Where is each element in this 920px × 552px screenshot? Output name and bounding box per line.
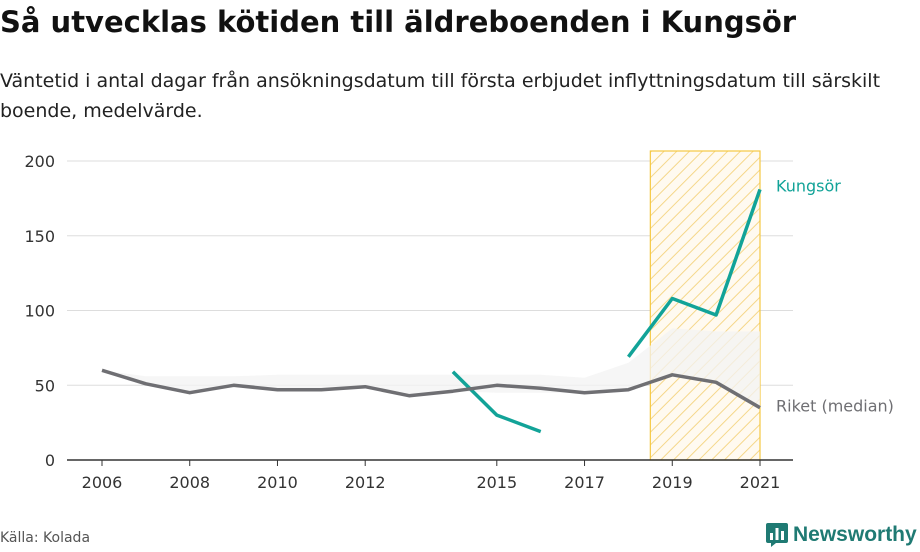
series-line-kungs-r-1 — [451, 370, 542, 434]
x-tick-label-2006: 2006 — [82, 473, 123, 492]
chart-subtitle: Väntetid i antal dagar från ansökningsda… — [0, 70, 881, 122]
bar-chart-bubble-icon — [766, 523, 788, 547]
x-tick-label-2012: 2012 — [345, 473, 386, 492]
series-layer — [101, 188, 762, 434]
line-chart: 0 50 100 150 200 2006 2008 2010 2012 2015 2017 2019… — [24, 150, 894, 492]
series-label-riket-median: Riket (median) — [776, 397, 894, 416]
series-line-kungs-r-2 — [627, 188, 762, 358]
x-tick-label-2017: 2017 — [564, 473, 605, 492]
newsworthy-logo: Newsworthy — [765, 522, 917, 548]
x-tick-label-2019: 2019 — [652, 473, 693, 492]
y-tick-label-50: 50 — [35, 376, 55, 395]
x-tick-label-2010: 2010 — [257, 473, 298, 492]
series-line-riket-median-1 — [101, 368, 761, 410]
y-tick-label-150: 150 — [24, 227, 55, 246]
source-note: Källa: Kolada — [0, 530, 91, 546]
y-tick-label-0: 0 — [45, 451, 55, 470]
x-tick-label-2015: 2015 — [476, 473, 517, 492]
series-labels: Kungsör Riket (median) — [776, 176, 894, 415]
chart-title: Så utvecklas kötiden till äldreboenden i… — [0, 5, 797, 39]
x-tick-label-2008: 2008 — [169, 473, 210, 492]
y-tick-label-200: 200 — [24, 152, 55, 171]
brand-name: Newsworthy — [793, 523, 917, 546]
y-tick-label-100: 100 — [24, 302, 55, 321]
series-label-kungs-r: Kungsör — [776, 176, 841, 195]
x-tick-label-2021: 2021 — [740, 473, 781, 492]
axes-layer: 0 50 100 150 200 2006 2008 2010 2012 2015 2017 2019… — [24, 152, 793, 492]
